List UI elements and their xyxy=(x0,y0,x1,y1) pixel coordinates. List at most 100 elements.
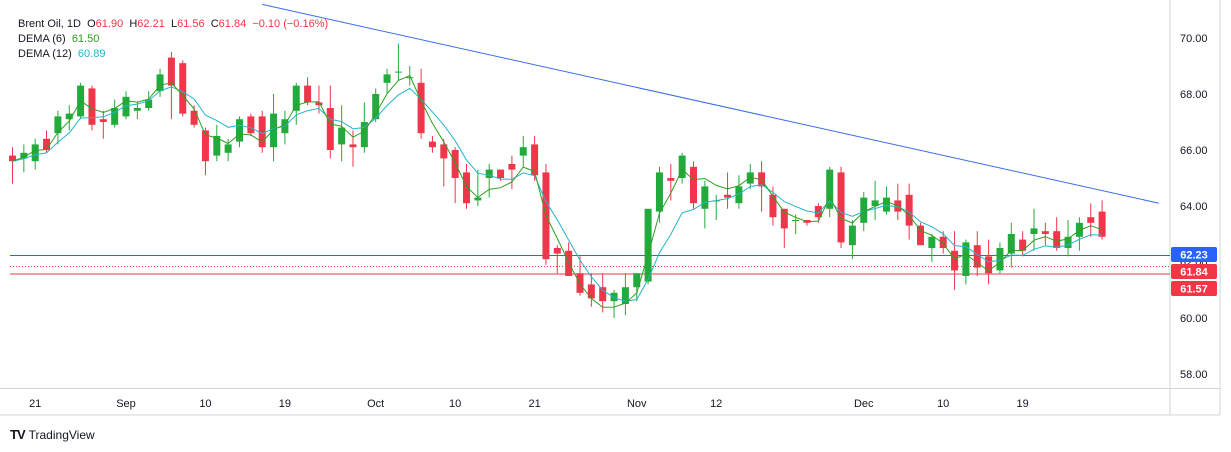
candle-body[interactable] xyxy=(451,150,459,178)
candle-body[interactable] xyxy=(678,155,686,178)
candle-body[interactable] xyxy=(701,186,709,209)
candle-body[interactable] xyxy=(338,127,346,145)
candle-body[interactable] xyxy=(1064,236,1072,248)
candle-body[interactable] xyxy=(43,138,51,150)
tradingview-footer[interactable]: TV TradingView xyxy=(10,427,95,442)
candle-body[interactable] xyxy=(735,186,743,204)
candle-body[interactable] xyxy=(133,108,141,111)
candle-body[interactable] xyxy=(485,169,493,178)
candle-body[interactable] xyxy=(54,116,62,134)
candle-body[interactable] xyxy=(394,71,402,73)
candle-body[interactable] xyxy=(224,144,232,153)
candle-body[interactable] xyxy=(88,88,96,125)
tradingview-logo-icon: TV xyxy=(10,427,26,442)
y-tick-label: 66.00 xyxy=(1180,145,1208,157)
candle-body[interactable] xyxy=(406,77,414,79)
candle-body[interactable] xyxy=(655,172,663,212)
candle-body[interactable] xyxy=(111,108,119,125)
candle-body[interactable] xyxy=(633,273,641,288)
candle-body[interactable] xyxy=(939,236,947,248)
candle-body[interactable] xyxy=(860,197,868,223)
candle-body[interactable] xyxy=(587,284,595,299)
trendline[interactable] xyxy=(262,3,1159,204)
candle-body[interactable] xyxy=(99,119,107,122)
candle-body[interactable] xyxy=(213,136,221,156)
candle-body[interactable] xyxy=(951,250,959,271)
candle-body[interactable] xyxy=(497,169,505,178)
candle-body[interactable] xyxy=(667,178,675,181)
x-tick-label: Sep xyxy=(116,398,136,410)
candle-body[interactable] xyxy=(780,208,788,229)
candle-body[interactable] xyxy=(769,194,777,218)
x-tick-label: 12 xyxy=(710,398,722,410)
candle-body[interactable] xyxy=(905,194,913,226)
candle-body[interactable] xyxy=(440,144,448,159)
candle-body[interactable] xyxy=(917,225,924,246)
candle-body[interactable] xyxy=(326,108,334,150)
plot-area[interactable] xyxy=(10,10,1170,388)
candle-body[interactable] xyxy=(928,236,936,248)
candle-body[interactable] xyxy=(1053,231,1061,248)
dema12-row[interactable]: DEMA (12) 60.89 xyxy=(18,47,328,62)
candle-body[interactable] xyxy=(724,194,732,198)
candle-body[interactable] xyxy=(247,116,255,134)
candle-body[interactable] xyxy=(65,113,73,120)
candle-body[interactable] xyxy=(428,141,436,148)
candle-body[interactable] xyxy=(9,155,16,162)
candle-body[interactable] xyxy=(417,82,425,134)
candle-body[interactable] xyxy=(156,74,164,92)
candle-body[interactable] xyxy=(871,200,879,206)
candle-body[interactable] xyxy=(848,225,856,246)
candle-body[interactable] xyxy=(1087,217,1095,223)
candle-body[interactable] xyxy=(145,99,153,108)
candle-body[interactable] xyxy=(690,166,697,204)
candle-body[interactable] xyxy=(985,256,993,274)
candle-body[interactable] xyxy=(372,94,380,120)
candle-body[interactable] xyxy=(236,119,243,142)
candle-body[interactable] xyxy=(644,208,652,282)
candle-body[interactable] xyxy=(610,292,618,302)
candle-body[interactable] xyxy=(179,63,187,114)
candle-body[interactable] xyxy=(122,96,130,117)
candle-body[interactable] xyxy=(270,113,278,148)
candle-body[interactable] xyxy=(463,172,470,204)
x-tick-label: 10 xyxy=(449,398,461,410)
candle-body[interactable] xyxy=(1019,239,1027,251)
candle-body[interactable] xyxy=(519,147,527,156)
candle-body[interactable] xyxy=(962,242,970,276)
candle-body[interactable] xyxy=(360,122,368,148)
candle-body[interactable] xyxy=(383,74,391,83)
candle-body[interactable] xyxy=(474,197,482,201)
candle-body[interactable] xyxy=(304,85,312,103)
dema6-row[interactable]: DEMA (6) 61.50 xyxy=(18,32,328,47)
candle-body[interactable] xyxy=(882,197,890,212)
candle-body[interactable] xyxy=(531,144,539,176)
candle-body[interactable] xyxy=(315,102,323,106)
candle-body[interactable] xyxy=(1075,222,1083,237)
candle-body[interactable] xyxy=(837,172,845,243)
candle-body[interactable] xyxy=(973,245,981,268)
candle-body[interactable] xyxy=(190,110,198,125)
candle-body[interactable] xyxy=(599,287,607,302)
candle-body[interactable] xyxy=(258,116,266,148)
candle-body[interactable] xyxy=(814,206,822,218)
candle-body[interactable] xyxy=(1041,231,1049,234)
candle-body[interactable] xyxy=(826,169,834,209)
candle-body[interactable] xyxy=(201,130,209,162)
candle-body[interactable] xyxy=(996,248,1004,271)
candle-body[interactable] xyxy=(349,144,357,148)
candle-body[interactable] xyxy=(292,85,300,111)
candle-body[interactable] xyxy=(553,248,561,254)
candle-body[interactable] xyxy=(20,152,28,159)
candle-body[interactable] xyxy=(621,287,629,304)
ohlc-row: Brent Oil, 1D O61.90 H62.21 L61.56 C61.8… xyxy=(18,18,329,30)
candle-body[interactable] xyxy=(1007,234,1015,254)
dema6-line xyxy=(12,75,1103,308)
candle-body[interactable] xyxy=(1098,211,1106,237)
candle-body[interactable] xyxy=(1030,228,1038,234)
candle-body[interactable] xyxy=(792,220,800,221)
candle-body[interactable] xyxy=(31,144,39,162)
candle-body[interactable] xyxy=(167,57,175,86)
candle-body[interactable] xyxy=(508,164,516,170)
